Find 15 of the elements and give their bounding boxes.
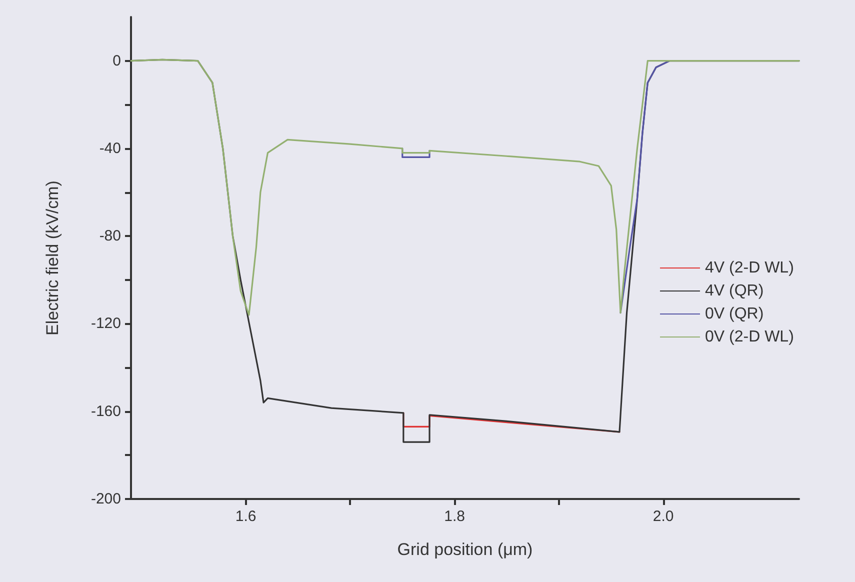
y-tick-label: -200 <box>90 490 121 508</box>
y-tick-label: -40 <box>99 140 121 157</box>
y-tick-label: 0 <box>112 52 121 70</box>
y-tick-label: -160 <box>90 402 121 420</box>
legend-label: 4V (QR) <box>705 282 764 300</box>
y-tick-label: -80 <box>99 228 121 245</box>
legend-label: 0V (QR) <box>705 306 764 322</box>
x-axis-title: Grid position (μm) <box>397 540 533 559</box>
x-tick-label: 1.6 <box>235 508 256 525</box>
y-tick-label: -120 <box>90 315 121 332</box>
x-tick-label: 1.8 <box>444 508 465 525</box>
legend-label: 0V (2-D WL) <box>705 328 794 346</box>
legend-label: 4V (2-D WL) <box>705 260 794 276</box>
x-tick-label: 2.0 <box>652 508 674 525</box>
y-axis-title: Electric field (kV/cm) <box>43 180 62 336</box>
